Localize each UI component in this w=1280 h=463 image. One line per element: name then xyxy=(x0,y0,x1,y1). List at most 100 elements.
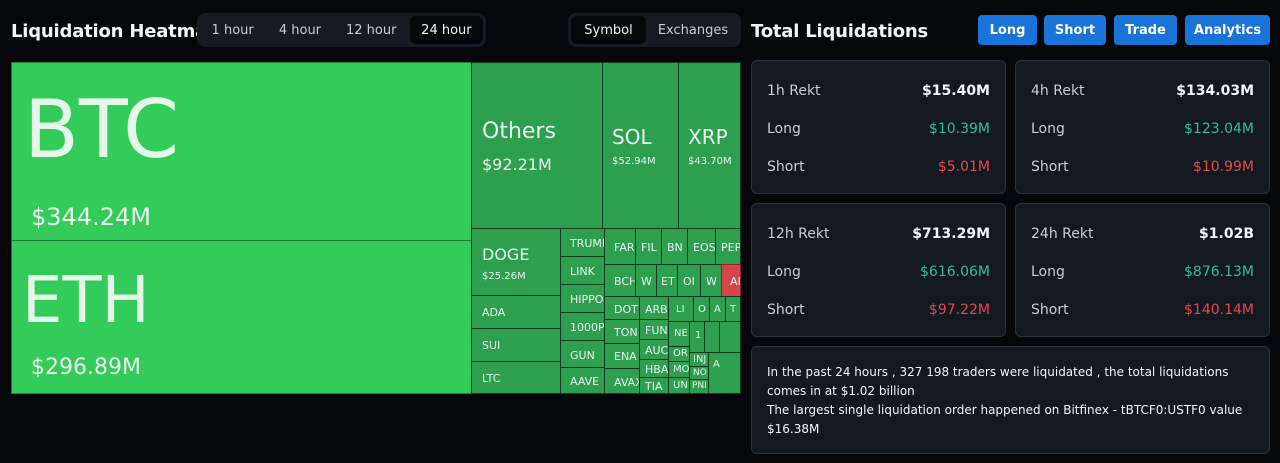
heatmap-cell-ai[interactable]: AI xyxy=(721,264,741,297)
heatmap-cell-o[interactable]: O xyxy=(693,296,710,322)
heatmap-cell-tia[interactable]: TIA xyxy=(639,377,669,394)
long-value: $876.13M xyxy=(1184,264,1254,280)
timeframe-1h[interactable]: 1 hour xyxy=(211,22,254,38)
cell-symbol: ADA xyxy=(482,306,506,319)
heatmap-cell-t[interactable]: T xyxy=(725,296,741,322)
heatmap-cell-hippo[interactable]: HIPPO xyxy=(560,284,605,313)
timeframe-12h[interactable]: 12 hour xyxy=(345,22,397,38)
heatmap-cell-xrp[interactable]: XRP $43.70M xyxy=(678,62,741,229)
analytics-button[interactable]: Analytics xyxy=(1185,15,1270,45)
short-value: $5.01M xyxy=(937,159,990,175)
heatmap-cell-pni[interactable]: PNI xyxy=(689,379,709,394)
heatmap-cell-pep[interactable]: PEP xyxy=(715,228,741,265)
heatmap-cell-dot[interactable]: DOT xyxy=(604,296,640,320)
heatmap-cell-arb[interactable]: ARB xyxy=(639,296,669,320)
cell-symbol: TIA xyxy=(645,380,663,393)
heatmap-cell-sol[interactable]: SOL $52.94M xyxy=(602,62,679,229)
heatmap-title: Liquidation Heatmap xyxy=(11,21,220,42)
short-label: Short xyxy=(1031,159,1069,175)
liquidation-summary: In the past 24 hours , 327 198 traders w… xyxy=(751,346,1270,454)
short-label: Short xyxy=(1031,302,1069,318)
cell-symbol: ET xyxy=(661,275,675,288)
cell-symbol: PEP xyxy=(721,241,741,254)
heatmap-cell-others[interactable]: Others $92.21M xyxy=(471,62,603,229)
heatmap-cell-doge[interactable]: DOGE $25.26M xyxy=(471,228,561,296)
cell-symbol: O xyxy=(698,304,706,315)
heatmap-cell-no[interactable]: NO xyxy=(689,366,709,380)
cell-symbol: 1 xyxy=(695,330,702,341)
trade-button[interactable]: Trade xyxy=(1114,15,1177,45)
long-button[interactable]: Long xyxy=(978,15,1037,45)
heatmap-cell-eos[interactable]: EOS xyxy=(687,228,716,265)
heatmap-cell-oi[interactable]: OI xyxy=(677,264,701,297)
liquidations-title: Total Liquidations xyxy=(751,21,929,42)
cell-symbol: SOL xyxy=(612,125,652,149)
long-label: Long xyxy=(767,121,801,137)
long-label: Long xyxy=(1031,264,1065,280)
heatmap-cell-auc[interactable]: AUC xyxy=(639,339,669,360)
heatmap-cell-mo[interactable]: MO xyxy=(668,361,690,378)
cell-symbol: HIPPO xyxy=(570,293,604,306)
short-value: $97.22M xyxy=(928,302,990,318)
heatmap-cell-sui[interactable]: SUI xyxy=(471,328,561,362)
heatmap-cell-ada[interactable]: ADA xyxy=(471,295,561,329)
heatmap-cell-bch[interactable]: BCH xyxy=(604,264,636,297)
heatmap-cell-1[interactable]: 1 xyxy=(689,321,705,353)
cell-symbol: FAR xyxy=(614,241,635,254)
timeframe-24h[interactable]: 24 hour xyxy=(409,16,483,44)
cell-symbol: Others xyxy=(482,119,556,144)
card-total: $713.29M xyxy=(912,226,990,242)
timeframe-4h[interactable]: 4 hour xyxy=(278,22,322,38)
heatmap-cell-aave[interactable]: AAVE xyxy=(560,367,605,394)
cell-symbol: NE xyxy=(674,328,688,339)
heatmap-cell-avax[interactable]: AVAX xyxy=(604,368,640,394)
short-label: Short xyxy=(767,302,805,318)
heatmap-cell-ton[interactable]: TON xyxy=(604,319,640,344)
cell-symbol: A xyxy=(713,359,720,370)
heatmap-cell-far[interactable]: FAR xyxy=(604,228,636,265)
cell-value: $92.21M xyxy=(482,155,552,174)
heatmap-cell-small[interactable] xyxy=(704,321,720,353)
card-label: 1h Rekt xyxy=(767,83,821,99)
heatmap-cell-btc[interactable]: BTC $344.24M xyxy=(11,62,472,241)
cell-symbol: TRUMP xyxy=(570,237,605,250)
heatmap-cell-un[interactable]: UN xyxy=(668,377,690,394)
heatmap-cell-ena[interactable]: ENA xyxy=(604,343,640,369)
heatmap-cell-eth[interactable]: ETH $296.89M xyxy=(11,240,472,394)
heatmap-cell-w[interactable]: W xyxy=(635,264,657,297)
heatmap-cell-ne[interactable]: NE xyxy=(668,321,690,347)
heatmap-cell-li[interactable]: LI xyxy=(668,296,694,322)
heatmap-cell-bn[interactable]: BN xyxy=(661,228,688,265)
long-value: $10.39M xyxy=(928,121,990,137)
heatmap-cell-1000pepe[interactable]: 1000PEPE xyxy=(560,312,605,341)
heatmap-cell-hba[interactable]: HBA xyxy=(639,359,669,378)
cell-symbol: AVAX xyxy=(614,376,640,389)
heatmap-cell-link[interactable]: LINK xyxy=(560,256,605,285)
cell-symbol: DOT xyxy=(614,303,638,316)
cell-symbol: OI xyxy=(683,275,695,288)
card-total: $1.02B xyxy=(1199,226,1254,242)
heatmap-cell-et[interactable]: ET xyxy=(656,264,678,297)
heatmap-cell-fun[interactable]: FUN xyxy=(639,319,669,340)
heatmap-cell-ltc[interactable]: LTC xyxy=(471,361,561,394)
view-exchanges[interactable]: Exchanges xyxy=(657,22,729,38)
cell-symbol: BTC xyxy=(24,83,179,176)
heatmap-cell-fil[interactable]: FIL xyxy=(635,228,662,265)
heatmap-cell-trump[interactable]: TRUMP xyxy=(560,228,605,257)
cell-value: $296.89M xyxy=(31,355,141,380)
cell-value: $43.70M xyxy=(688,156,732,167)
cell-symbol: 1000PEPE xyxy=(570,321,605,334)
heatmap-cell-a[interactable]: A xyxy=(709,296,726,322)
cell-symbol: BCH xyxy=(614,275,636,288)
cell-symbol: TON xyxy=(614,326,638,339)
view-symbol[interactable]: Symbol xyxy=(571,16,646,44)
heatmap-cell-inj[interactable]: INJ xyxy=(689,352,709,367)
heatmap-cell-a2[interactable]: A xyxy=(708,352,741,394)
heatmap-cell-w2[interactable]: W xyxy=(700,264,722,297)
cell-symbol: SUI xyxy=(482,339,501,352)
heatmap-cell-small[interactable] xyxy=(719,321,741,353)
short-button[interactable]: Short xyxy=(1044,15,1106,45)
cell-symbol: PNI xyxy=(692,381,707,391)
heatmap-cell-or[interactable]: OR xyxy=(668,346,690,362)
heatmap-cell-gun[interactable]: GUN xyxy=(560,340,605,368)
